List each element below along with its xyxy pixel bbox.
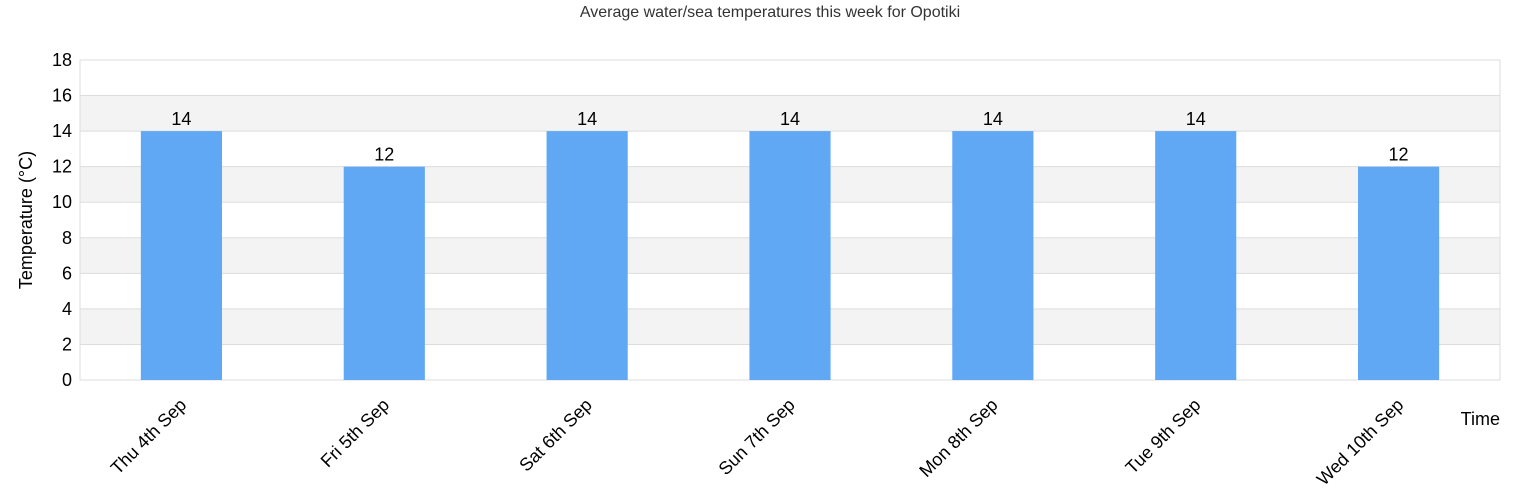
y-tick-label: 12 — [52, 157, 72, 177]
bar-value-label: 14 — [983, 109, 1003, 129]
x-tick-label: Sun 7th Sep — [715, 395, 799, 479]
y-tick-label: 16 — [52, 86, 72, 106]
bar-value-label: 14 — [577, 109, 597, 129]
x-axis-title: Time — [1461, 409, 1500, 429]
bar[interactable] — [140, 131, 222, 380]
y-tick-label: 18 — [52, 50, 72, 70]
y-tick-label: 2 — [62, 334, 72, 354]
bar-value-label: 14 — [1186, 109, 1206, 129]
bar[interactable] — [343, 166, 425, 380]
y-tick-label: 4 — [62, 299, 72, 319]
y-tick-label: 8 — [62, 228, 72, 248]
bar-value-label: 12 — [1389, 145, 1409, 165]
bar[interactable] — [546, 131, 628, 380]
x-tick-label: Sat 6th Sep — [515, 395, 596, 476]
y-tick-label: 6 — [62, 263, 72, 283]
x-tick-label: Thu 4th Sep — [107, 395, 190, 478]
x-tick-label: Wed 10th Sep — [1313, 395, 1408, 490]
bar[interactable] — [749, 131, 831, 380]
chart-title: Average water/sea temperatures this week… — [580, 4, 960, 21]
y-tick-label: 0 — [62, 370, 72, 390]
bar[interactable] — [952, 131, 1034, 380]
y-tick-label: 10 — [52, 192, 72, 212]
y-axis-title: Temperature (°C) — [16, 151, 36, 289]
y-axis-ticks: 0 2 4 6 8 10 12 14 16 18 — [52, 50, 72, 390]
x-tick-label: Tue 9th Sep — [1122, 395, 1205, 478]
x-tick-label: Fri 5th Sep — [317, 395, 393, 471]
bar[interactable] — [1155, 131, 1237, 380]
bars — [140, 131, 1440, 380]
plot-band — [80, 95, 1500, 132]
bar-value-label: 14 — [780, 109, 800, 129]
data-labels: 14 12 14 14 14 14 12 — [171, 109, 1408, 165]
x-tick-label: Mon 8th Sep — [915, 395, 1001, 481]
x-axis-ticks: Thu 4th Sep Fri 5th Sep Sat 6th Sep Sun 7th… — [107, 395, 1408, 490]
bar-value-label: 12 — [374, 145, 394, 165]
y-tick-label: 14 — [52, 121, 72, 141]
bar[interactable] — [1358, 166, 1440, 380]
bar-value-label: 14 — [171, 109, 191, 129]
